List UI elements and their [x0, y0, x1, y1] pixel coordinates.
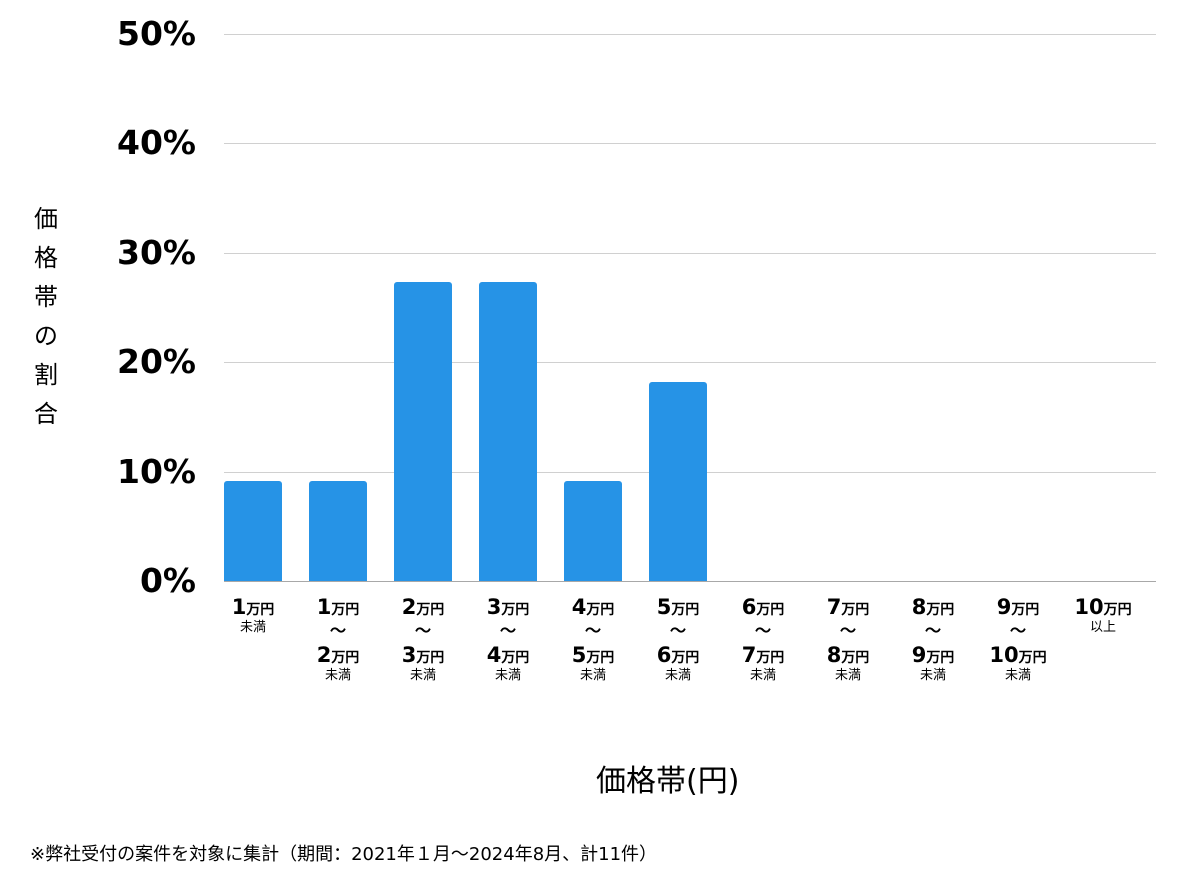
bar	[649, 381, 707, 581]
y-axis-title-char: 価	[34, 205, 58, 233]
y-axis-title-char: 合	[34, 400, 58, 428]
y-tick-label: 40%	[117, 123, 196, 163]
x-tick-label: 5万円〜 6万円 未満	[656, 595, 700, 683]
bar	[564, 481, 622, 581]
x-axis-line	[224, 581, 1156, 582]
bar	[309, 481, 367, 581]
x-tick-label: 3万円〜 4万円 未満	[486, 595, 530, 683]
footnote: ※弊社受付の案件を対象に集計（期間：2021年１月〜2024年8月、計11件）	[30, 844, 658, 865]
gridline	[224, 252, 1156, 254]
plot-area	[224, 34, 1156, 582]
x-tick-label: 1万円 未満	[231, 595, 275, 635]
y-tick-label: 10%	[117, 451, 196, 491]
x-tick-label: 1万円〜 2万円 未満	[316, 595, 360, 683]
y-axis-title: 価格帯の割合	[30, 200, 62, 434]
bar	[394, 282, 452, 581]
gridline	[224, 362, 1156, 364]
gridline	[224, 143, 1156, 145]
y-tick-label: 50%	[117, 14, 196, 53]
x-tick-label: 2万円〜 3万円 未満	[401, 595, 445, 683]
x-tick-label: 4万円〜 5万円 未満	[571, 595, 615, 683]
gridline	[224, 34, 1156, 35]
y-axis-title-char: 帯	[34, 283, 58, 311]
bar	[224, 481, 282, 581]
bar	[479, 282, 537, 581]
x-tick-label: 6万円〜 7万円 未満	[741, 595, 785, 683]
x-tick-label: 9万円〜 10万円 未満	[989, 595, 1047, 683]
y-tick-label: 0%	[139, 561, 196, 600]
y-axis-title-char: 割	[34, 361, 58, 389]
x-axis-title: 価格帯(円)	[596, 764, 740, 799]
y-axis-title-char: 格	[34, 244, 58, 272]
y-tick-label: 30%	[117, 232, 196, 272]
y-axis-title-char: の	[34, 322, 58, 350]
y-tick-label: 20%	[117, 342, 196, 382]
x-tick-label: 7万円〜 8万円 未満	[826, 595, 870, 683]
x-tick-label: 10万円 以上	[1074, 595, 1132, 635]
x-tick-label: 8万円〜 9万円 未満	[911, 595, 955, 683]
